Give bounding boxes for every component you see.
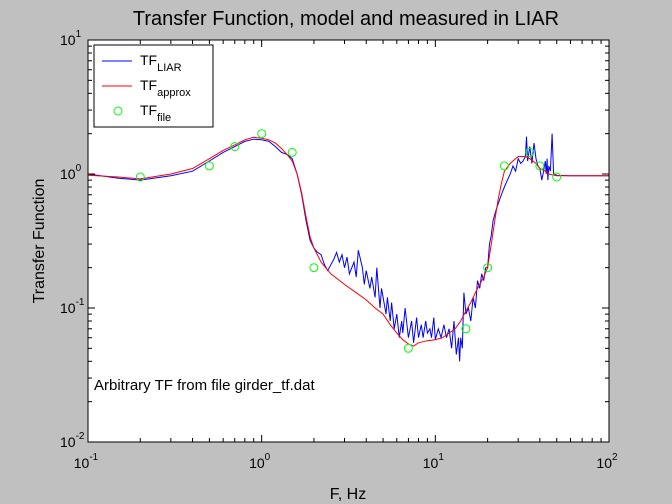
data-point [499, 161, 509, 171]
x-tick-label: 102 [596, 452, 618, 471]
legend-swatch [113, 106, 123, 116]
x-tick-label: 10-1 [74, 452, 99, 471]
data-point [552, 172, 562, 182]
series-layer [87, 129, 609, 362]
series-liar [87, 133, 609, 362]
legend: TFLIAR TFapprox TFfile [93, 44, 214, 128]
plot-frame [87, 39, 610, 443]
legend-entry: TFapprox [102, 77, 191, 99]
y-tick-label: 10-1 [60, 297, 85, 316]
legend-label: TFLIAR [140, 52, 182, 74]
y-tick-label: 10-2 [60, 431, 85, 450]
y-axis-label: Transfer Function [31, 179, 48, 304]
data-point [461, 324, 471, 334]
legend-label: TFapprox [140, 77, 191, 99]
data-point [135, 172, 145, 182]
data-point [535, 161, 545, 171]
data-point [287, 147, 297, 157]
y-tick-label: 100 [60, 163, 82, 182]
x-axis-label: F, Hz [330, 486, 366, 503]
data-point [309, 263, 319, 273]
x-tick-label: 101 [423, 452, 445, 471]
legend-entry: TFLIAR [102, 52, 182, 74]
data-point [525, 147, 535, 157]
legend-label: TFfile [140, 102, 171, 124]
series-file [135, 129, 562, 353]
data-point [204, 161, 214, 171]
data-point [257, 129, 267, 139]
tick-layer: 10-1 100 101 102 10-2 10-1 100 101 [60, 29, 618, 471]
series-line-liar [87, 133, 609, 362]
data-point [230, 142, 240, 152]
chart-title: Transfer Function, model and measured in… [133, 8, 559, 30]
x-tick-label: 100 [249, 452, 271, 471]
annotation-text: Arbitrary TF from file girder_tf.dat [94, 377, 315, 394]
data-point [403, 343, 413, 353]
y-tick-label: 101 [60, 29, 82, 48]
data-point [483, 263, 493, 273]
legend-entry: TFfile [113, 102, 171, 124]
